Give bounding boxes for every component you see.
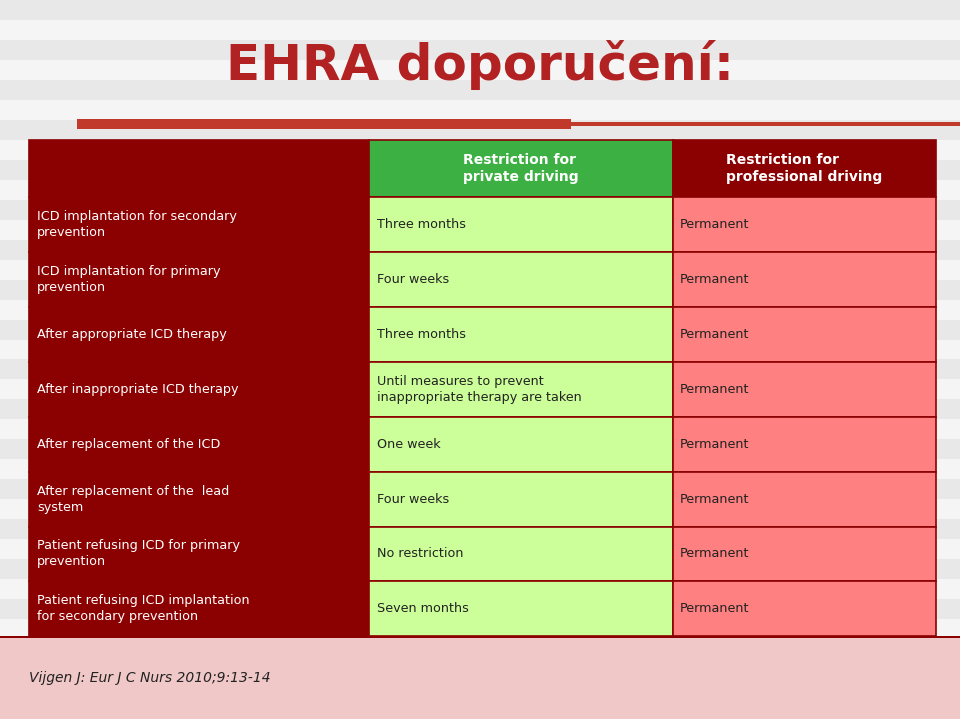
Bar <box>0 559 960 580</box>
Text: After replacement of the ICD: After replacement of the ICD <box>37 438 221 451</box>
Text: Permanent: Permanent <box>680 603 749 615</box>
Bar <box>0 160 960 180</box>
Bar <box>369 526 673 582</box>
Bar <box>29 252 369 307</box>
Bar <box>673 417 936 472</box>
Bar <box>0 499 960 519</box>
Bar <box>0 380 960 400</box>
Bar <box>0 636 960 719</box>
Bar <box>0 319 960 339</box>
Bar <box>571 122 960 126</box>
Text: Restriction for
private driving: Restriction for private driving <box>463 153 579 184</box>
Text: Four weeks: Four weeks <box>376 273 449 286</box>
Bar <box>0 0 960 20</box>
Text: Vijgen J: Eur J C Nurs 2010;9:13-14: Vijgen J: Eur J C Nurs 2010;9:13-14 <box>29 671 271 684</box>
Bar <box>0 200 960 220</box>
Bar <box>369 417 673 472</box>
Bar <box>0 280 960 300</box>
Bar <box>77 119 571 129</box>
Bar <box>0 439 960 459</box>
Bar <box>369 472 673 526</box>
Bar <box>0 519 960 539</box>
Bar <box>0 580 960 599</box>
Bar <box>673 307 936 362</box>
Bar <box>673 526 936 582</box>
Text: Seven months: Seven months <box>376 603 468 615</box>
Text: Permanent: Permanent <box>680 328 749 341</box>
Text: Patient refusing ICD for primary
prevention: Patient refusing ICD for primary prevent… <box>37 539 240 569</box>
Bar <box>369 582 673 636</box>
Bar <box>0 659 960 679</box>
Text: One week: One week <box>376 438 441 451</box>
Bar <box>0 636 960 638</box>
Bar <box>0 120 960 139</box>
Bar <box>0 339 960 360</box>
Bar <box>0 100 960 120</box>
Bar <box>673 197 936 252</box>
Bar <box>29 362 369 417</box>
Bar <box>0 80 960 100</box>
Bar <box>29 582 369 636</box>
Text: After replacement of the  lead
system: After replacement of the lead system <box>37 485 229 513</box>
Text: Restriction for
professional driving: Restriction for professional driving <box>727 153 882 184</box>
Bar <box>0 220 960 239</box>
Text: ICD implantation for primary
prevention: ICD implantation for primary prevention <box>37 265 221 294</box>
Bar <box>0 539 960 559</box>
Text: Permanent: Permanent <box>680 547 749 561</box>
Bar <box>0 180 960 200</box>
Bar <box>0 699 960 719</box>
Text: After inappropriate ICD therapy: After inappropriate ICD therapy <box>37 383 239 396</box>
Bar <box>0 679 960 699</box>
Bar <box>673 582 936 636</box>
Text: Permanent: Permanent <box>680 218 749 232</box>
Bar <box>0 20 960 40</box>
Bar <box>0 360 960 380</box>
Text: Four weeks: Four weeks <box>376 493 449 505</box>
Bar <box>369 307 673 362</box>
Bar <box>673 140 936 197</box>
Text: Permanent: Permanent <box>680 493 749 505</box>
Bar <box>369 362 673 417</box>
Text: Permanent: Permanent <box>680 383 749 396</box>
Bar <box>0 300 960 319</box>
Bar <box>369 197 673 252</box>
Text: EHRA doporučení:: EHRA doporučení: <box>226 40 734 90</box>
Text: ICD implantation for secondary
prevention: ICD implantation for secondary preventio… <box>37 210 237 239</box>
Bar <box>0 639 960 659</box>
Bar <box>29 307 369 362</box>
Bar <box>0 60 960 80</box>
Text: Permanent: Permanent <box>680 438 749 451</box>
Bar <box>0 599 960 619</box>
Bar <box>369 140 673 197</box>
Bar <box>29 472 369 526</box>
Bar <box>29 526 369 582</box>
Text: No restriction: No restriction <box>376 547 463 561</box>
Text: Three months: Three months <box>376 328 466 341</box>
Text: Three months: Three months <box>376 218 466 232</box>
Bar <box>0 40 960 60</box>
Bar <box>0 260 960 280</box>
Text: Until measures to prevent
inappropriate therapy are taken: Until measures to prevent inappropriate … <box>376 375 582 404</box>
Bar <box>673 252 936 307</box>
Bar <box>673 472 936 526</box>
Bar <box>29 140 369 197</box>
Bar <box>29 197 369 252</box>
Bar <box>369 252 673 307</box>
Bar <box>0 139 960 160</box>
Bar <box>29 417 369 472</box>
Bar <box>0 239 960 260</box>
Bar <box>0 619 960 639</box>
Bar <box>673 362 936 417</box>
Text: Patient refusing ICD implantation
for secondary prevention: Patient refusing ICD implantation for se… <box>37 595 250 623</box>
Text: Permanent: Permanent <box>680 273 749 286</box>
Text: After appropriate ICD therapy: After appropriate ICD therapy <box>37 328 228 341</box>
Bar <box>0 459 960 480</box>
Bar <box>0 480 960 499</box>
Bar <box>0 419 960 439</box>
Bar <box>0 400 960 419</box>
